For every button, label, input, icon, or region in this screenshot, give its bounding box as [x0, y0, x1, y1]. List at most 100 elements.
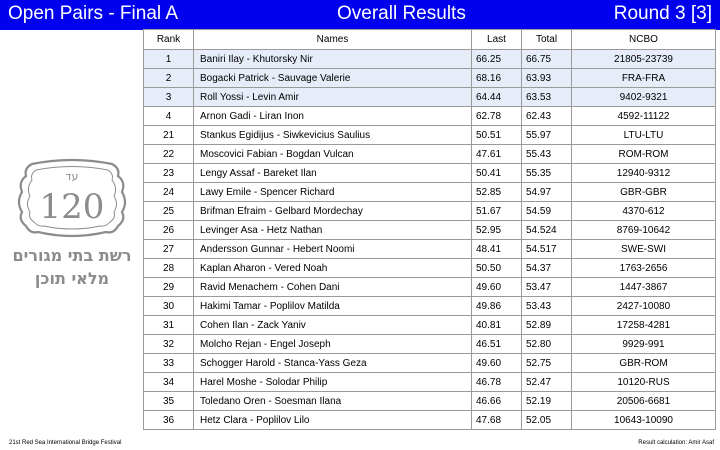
- names-cell: Toledano Oren - Soesman Ilana: [193, 391, 472, 411]
- names-cell: Hakimi Tamar - Poplilov Matilda: [193, 296, 472, 316]
- table-row: 35 Toledano Oren - Soesman Ilana 46.66 52.1…: [143, 391, 716, 411]
- table-row: 2 Bogacki Patrick - Sauvage Valerie 68.16 6…: [143, 68, 716, 88]
- ncbo-cell: SWE-SWI: [571, 239, 716, 259]
- names-cell: Bogacki Patrick - Sauvage Valerie: [193, 68, 472, 88]
- names-cell: Brifman Efraim - Gelbard Mordechay: [193, 201, 472, 221]
- names-cell: Lawy Emile - Spencer Richard: [193, 182, 472, 202]
- total-cell: 55.35: [521, 163, 572, 183]
- names-cell: Levinger Asa - Hetz Nathan: [193, 220, 472, 240]
- names-column-header: Names: [193, 29, 472, 50]
- ncbo-cell: 17258-4281: [571, 315, 716, 335]
- total-cell: 52.80: [521, 334, 572, 354]
- table-row: 24 Lawy Emile - Spencer Richard 52.85 54.97…: [143, 182, 716, 202]
- logo-line-2: מלאי תוכן: [35, 269, 109, 288]
- last-cell: 40.81: [471, 315, 522, 335]
- rank-cell: 33: [143, 353, 194, 373]
- names-cell: Arnon Gadi - Liran Inon: [193, 106, 472, 126]
- rank-cell: 26: [143, 220, 194, 240]
- total-column-header: Total: [521, 29, 572, 50]
- results-body: 1 Baniri Ilay - Khutorsky Nir 66.25 66.75 21…: [143, 49, 716, 430]
- table-row: 22 Moscovici Fabian - Bogdan Vulcan 47.61 5…: [143, 144, 716, 164]
- names-cell: Harel Moshe - Solodar Philip: [193, 372, 472, 392]
- ncbo-cell: 20506-6681: [571, 391, 716, 411]
- last-cell: 46.51: [471, 334, 522, 354]
- table-row: 28 Kaplan Aharon - Vered Noah 50.50 54.37 17…: [143, 258, 716, 278]
- rank-cell: 4: [143, 106, 194, 126]
- rank-cell: 34: [143, 372, 194, 392]
- last-cell: 47.61: [471, 144, 522, 164]
- names-cell: Roll Yossi - Levin Amir: [193, 87, 472, 107]
- logo-top-text: עד: [66, 170, 79, 183]
- total-cell: 63.53: [521, 87, 572, 107]
- total-cell: 52.05: [521, 410, 572, 430]
- last-cell: 51.67: [471, 201, 522, 221]
- last-cell: 50.41: [471, 163, 522, 183]
- ncbo-cell: 10120-RUS: [571, 372, 716, 392]
- ncbo-column-header: NCBO: [571, 29, 716, 50]
- ncbo-cell: 4592-11122: [571, 106, 716, 126]
- rank-cell: 22: [143, 144, 194, 164]
- rank-cell: 32: [143, 334, 194, 354]
- footer-event: 21st Red Sea International Bridge Festiv…: [9, 440, 122, 446]
- last-cell: 49.60: [471, 277, 522, 297]
- total-cell: 52.19: [521, 391, 572, 411]
- total-cell: 55.43: [521, 144, 572, 164]
- rank-cell: 27: [143, 239, 194, 259]
- last-cell: 49.60: [471, 353, 522, 373]
- total-cell: 52.89: [521, 315, 572, 335]
- footer-calculation: Result calculation: Amir Asaf: [638, 440, 714, 446]
- ncbo-cell: 12940-9312: [571, 163, 716, 183]
- logo-line-1: רשת בתי מגורים: [13, 246, 132, 265]
- total-cell: 63.93: [521, 68, 572, 88]
- ncbo-cell: 9929-991: [571, 334, 716, 354]
- last-cell: 66.25: [471, 49, 522, 69]
- table-row: 3 Roll Yossi - Levin Amir 64.44 63.53 9402-9…: [143, 87, 716, 107]
- names-cell: Baniri Ilay - Khutorsky Nir: [193, 49, 472, 69]
- ncbo-cell: 4370-612: [571, 201, 716, 221]
- ncbo-cell: 1447-3867: [571, 277, 716, 297]
- ncbo-cell: GBR-ROM: [571, 353, 716, 373]
- total-cell: 52.75: [521, 353, 572, 373]
- last-cell: 50.50: [471, 258, 522, 278]
- names-cell: Andersson Gunnar - Hebert Noomi: [193, 239, 472, 259]
- rank-cell: 23: [143, 163, 194, 183]
- table-row: 29 Ravid Menachem - Cohen Dani 49.60 53.47 1…: [143, 277, 716, 297]
- ncbo-cell: 1763-2656: [571, 258, 716, 278]
- ncbo-cell: 9402-9321: [571, 87, 716, 107]
- ncbo-cell: ROM-ROM: [571, 144, 716, 164]
- results-table: Rank Names Last Total NCBO 1 Baniri Ilay …: [143, 29, 716, 430]
- rank-column-header: Rank: [143, 29, 194, 50]
- total-cell: 54.37: [521, 258, 572, 278]
- names-cell: Lengy Assaf - Bareket Ilan: [193, 163, 472, 183]
- ncbo-cell: 8769-10642: [571, 220, 716, 240]
- table-row: 31 Cohen Ilan - Zack Yaniv 40.81 52.89 17258…: [143, 315, 716, 335]
- rank-cell: 24: [143, 182, 194, 202]
- logo-number: 120: [40, 187, 105, 227]
- page-title: Overall Results: [337, 3, 466, 24]
- rank-cell: 29: [143, 277, 194, 297]
- names-cell: Cohen Ilan - Zack Yaniv: [193, 315, 472, 335]
- names-cell: Molcho Rejan - Engel Joseph: [193, 334, 472, 354]
- total-cell: 55.97: [521, 125, 572, 145]
- total-cell: 52.47: [521, 372, 572, 392]
- ncbo-cell: GBR-GBR: [571, 182, 716, 202]
- last-cell: 49.86: [471, 296, 522, 316]
- rank-cell: 1: [143, 49, 194, 69]
- last-cell: 50.51: [471, 125, 522, 145]
- table-header-row: Rank Names Last Total NCBO: [143, 29, 716, 50]
- rank-cell: 2: [143, 68, 194, 88]
- names-cell: Schogger Harold - Stanca-Yass Geza: [193, 353, 472, 373]
- last-cell: 62.78: [471, 106, 522, 126]
- table-row: 4 Arnon Gadi - Liran Inon 62.78 62.43 4592-1…: [143, 106, 716, 126]
- names-cell: Stankus Egidijus - Siwkevicius Saulius: [193, 125, 472, 145]
- table-row: 1 Baniri Ilay - Khutorsky Nir 66.25 66.75 21…: [143, 49, 716, 69]
- rank-cell: 35: [143, 391, 194, 411]
- ncbo-cell: 2427-10080: [571, 296, 716, 316]
- table-row: 26 Levinger Asa - Hetz Nathan 52.95 54.524 8…: [143, 220, 716, 240]
- last-cell: 47.68: [471, 410, 522, 430]
- last-cell: 46.78: [471, 372, 522, 392]
- total-cell: 53.43: [521, 296, 572, 316]
- logo: עד 120 רשת בתי מגורים מלאי תוכן: [6, 158, 138, 292]
- table-row: 30 Hakimi Tamar - Poplilov Matilda 49.86 53…: [143, 296, 716, 316]
- table-row: 36 Hetz Clara - Poplilov Lilo 47.68 52.05 10…: [143, 410, 716, 430]
